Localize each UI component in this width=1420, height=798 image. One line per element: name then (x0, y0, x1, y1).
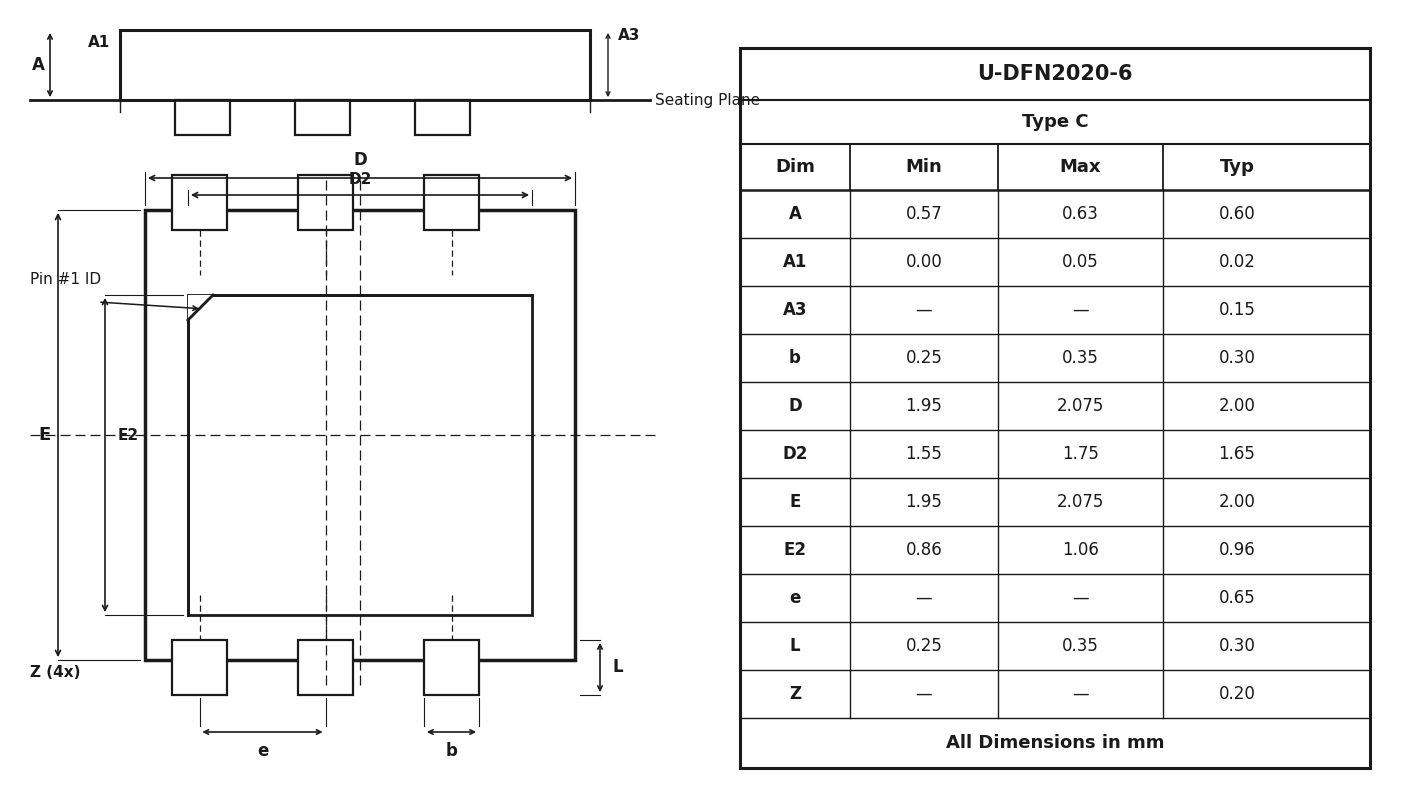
Bar (298, 175, 354, 230)
Text: —: — (916, 685, 933, 703)
Text: 0.25: 0.25 (906, 637, 943, 655)
Text: 1.75: 1.75 (1062, 445, 1099, 463)
Text: 2.075: 2.075 (1056, 397, 1105, 415)
Text: 1.65: 1.65 (1218, 445, 1255, 463)
Text: Type C: Type C (1021, 113, 1088, 131)
Text: 0.20: 0.20 (1218, 685, 1255, 703)
Text: Dim: Dim (775, 158, 815, 176)
Text: 0.35: 0.35 (1062, 637, 1099, 655)
Text: Seating Plane: Seating Plane (655, 93, 760, 108)
Bar (145, 210, 575, 660)
Text: A: A (31, 56, 44, 74)
Text: 0.02: 0.02 (1218, 253, 1255, 271)
Text: L: L (790, 637, 801, 655)
Text: 0.35: 0.35 (1062, 349, 1099, 367)
Text: b: b (446, 742, 457, 760)
Text: Max: Max (1059, 158, 1102, 176)
Bar (295, 100, 349, 135)
Text: Z (4x): Z (4x) (30, 665, 81, 680)
Text: 0.05: 0.05 (1062, 253, 1099, 271)
Text: —: — (1072, 685, 1089, 703)
Text: E: E (38, 426, 51, 444)
Text: —: — (916, 301, 933, 319)
Bar (187, 295, 532, 615)
Text: 2.075: 2.075 (1056, 493, 1105, 511)
Text: 0.30: 0.30 (1218, 637, 1255, 655)
Text: 0.96: 0.96 (1218, 541, 1255, 559)
Text: 0.25: 0.25 (906, 349, 943, 367)
Text: 1.06: 1.06 (1062, 541, 1099, 559)
Text: 0.65: 0.65 (1218, 589, 1255, 607)
Text: E: E (790, 493, 801, 511)
Text: A3: A3 (618, 28, 640, 43)
Text: D: D (354, 151, 366, 169)
Bar (298, 640, 354, 695)
Text: All Dimensions in mm: All Dimensions in mm (946, 734, 1164, 752)
Bar (740, 48, 1370, 768)
Text: A: A (788, 205, 801, 223)
Text: 1.95: 1.95 (906, 493, 943, 511)
Text: 2.00: 2.00 (1218, 493, 1255, 511)
Text: 2.00: 2.00 (1218, 397, 1255, 415)
Text: —: — (1072, 301, 1089, 319)
Text: e: e (790, 589, 801, 607)
Text: —: — (1072, 589, 1089, 607)
Text: 0.15: 0.15 (1218, 301, 1255, 319)
Text: D2: D2 (782, 445, 808, 463)
Text: Typ: Typ (1220, 158, 1254, 176)
Text: 0.30: 0.30 (1218, 349, 1255, 367)
Text: Min: Min (906, 158, 943, 176)
Text: E2: E2 (118, 428, 139, 443)
Bar (425, 640, 479, 695)
Text: Pin #1 ID: Pin #1 ID (30, 272, 101, 287)
Text: b: b (790, 349, 801, 367)
Bar (425, 175, 479, 230)
Text: e: e (257, 742, 268, 760)
Text: 1.95: 1.95 (906, 397, 943, 415)
Bar (121, 30, 589, 100)
Bar (415, 100, 470, 135)
Text: 1.55: 1.55 (906, 445, 943, 463)
Bar (175, 100, 230, 135)
Text: 0.60: 0.60 (1218, 205, 1255, 223)
Text: D: D (788, 397, 802, 415)
Text: 0.63: 0.63 (1062, 205, 1099, 223)
Text: A1: A1 (88, 35, 111, 50)
Text: 0.86: 0.86 (906, 541, 943, 559)
Text: A3: A3 (782, 301, 807, 319)
Text: E2: E2 (784, 541, 807, 559)
Text: L: L (612, 658, 622, 677)
Text: U-DFN2020-6: U-DFN2020-6 (977, 64, 1133, 84)
Text: D2: D2 (348, 172, 372, 187)
Text: Z: Z (790, 685, 801, 703)
Bar (172, 175, 227, 230)
Bar (172, 640, 227, 695)
Polygon shape (187, 295, 213, 320)
Text: 0.57: 0.57 (906, 205, 943, 223)
Text: 0.00: 0.00 (906, 253, 943, 271)
Text: A1: A1 (782, 253, 807, 271)
Text: —: — (916, 589, 933, 607)
